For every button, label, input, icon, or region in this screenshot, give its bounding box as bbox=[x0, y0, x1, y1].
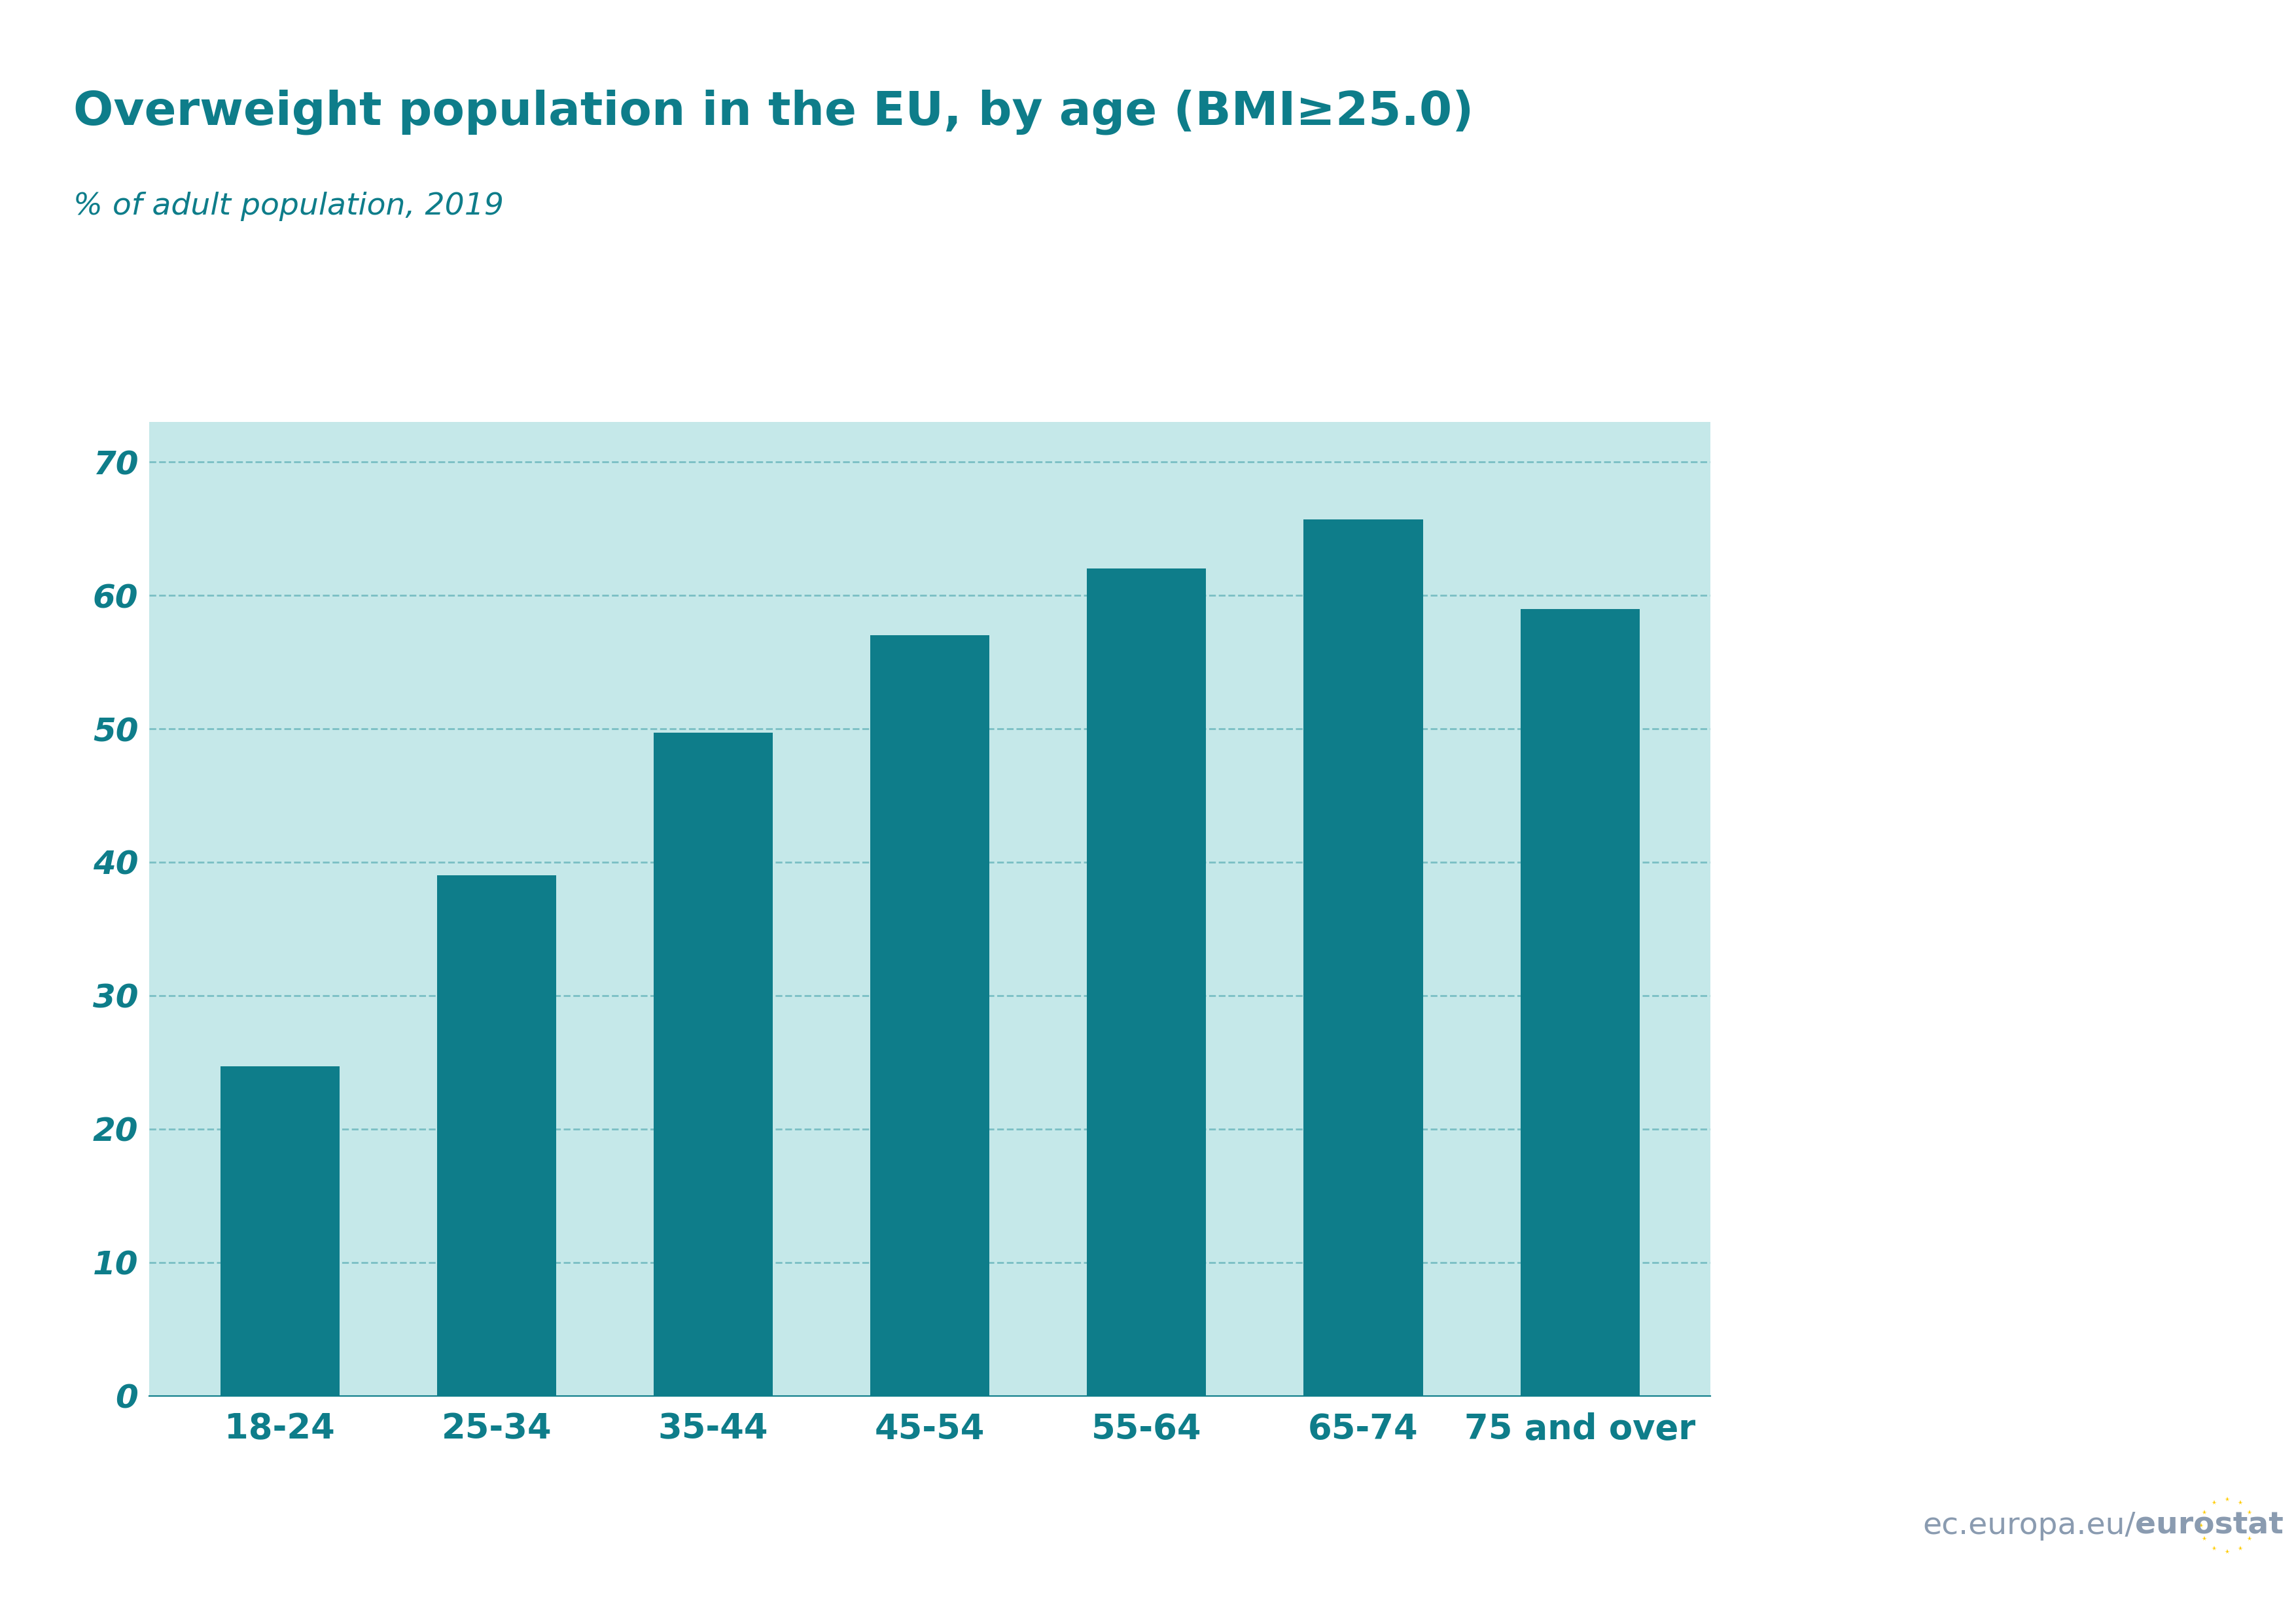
Bar bbox=[1304, 519, 1424, 1396]
Text: % of adult population, 2019: % of adult population, 2019 bbox=[73, 192, 505, 221]
Bar bbox=[436, 875, 556, 1396]
Bar bbox=[870, 636, 990, 1396]
Bar bbox=[220, 1066, 340, 1396]
Bar bbox=[654, 734, 774, 1396]
Text: eurostat: eurostat bbox=[2135, 1511, 2285, 1540]
Text: ec.europa.eu/: ec.europa.eu/ bbox=[1922, 1511, 2135, 1540]
Bar bbox=[1086, 568, 1205, 1396]
Bar bbox=[1520, 609, 1639, 1396]
Text: Overweight population in the EU, by age (BMI≥25.0): Overweight population in the EU, by age … bbox=[73, 89, 1474, 135]
